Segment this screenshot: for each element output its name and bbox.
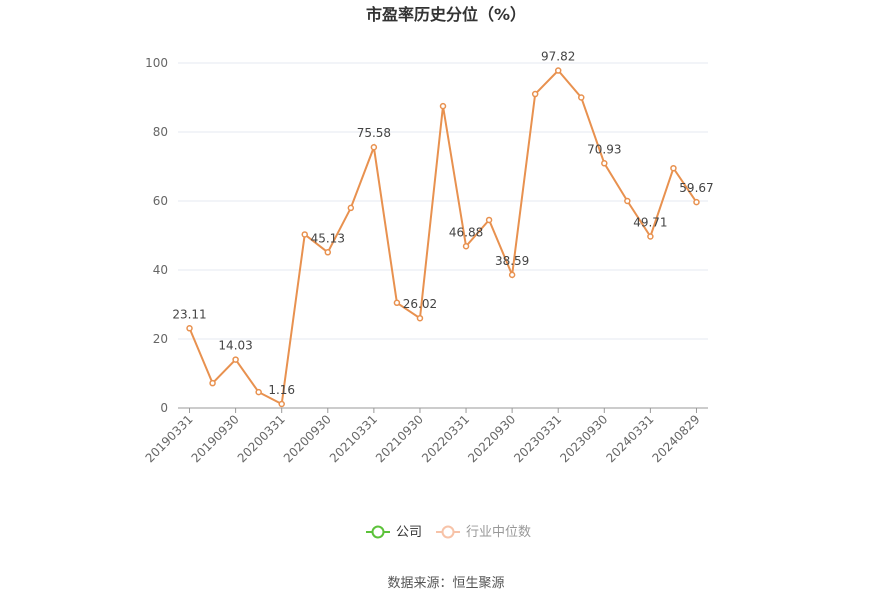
point — [393, 299, 401, 307]
point — [301, 231, 308, 238]
x-tick-label: 20220930 — [465, 412, 518, 465]
legend-label: 公司 — [396, 525, 422, 540]
point — [601, 160, 608, 167]
point — [186, 325, 193, 332]
x-tick-label: 20220331 — [419, 412, 472, 465]
y-tick-label: 0 — [160, 401, 168, 415]
x-tick-label: 20240331 — [603, 412, 656, 465]
point — [508, 271, 516, 279]
legend-icon — [371, 525, 385, 539]
point — [647, 233, 654, 240]
value-label: 1.16 — [268, 383, 295, 397]
source: 数据来源：恒生聚源 — [387, 576, 504, 591]
y-tick-label: 80 — [153, 125, 168, 139]
x-tick-label: 20190331 — [143, 412, 196, 465]
x-tick-label: 20200331 — [235, 412, 288, 465]
x-tick-label: 20230930 — [557, 412, 610, 465]
value-label: 97.82 — [541, 50, 575, 64]
point — [324, 249, 332, 256]
value-label: 38.59 — [495, 254, 529, 268]
value-label: 49.71 — [633, 216, 667, 230]
value-label: 26.02 — [403, 297, 437, 311]
point — [278, 400, 285, 408]
y-tick-label: 60 — [153, 194, 168, 208]
chart-title: 市盈率历史分位（%） — [366, 5, 526, 24]
legend-icon — [441, 525, 455, 539]
value-label: 75.58 — [357, 126, 391, 140]
value-label: 45.13 — [311, 231, 345, 245]
point — [416, 314, 424, 322]
value-label: 23.11 — [172, 307, 206, 321]
point — [670, 164, 677, 172]
point — [578, 94, 585, 101]
x-tick-label: 20240829 — [650, 412, 703, 465]
line — [188, 69, 698, 406]
point — [370, 143, 378, 151]
point — [439, 102, 447, 110]
point — [531, 90, 539, 98]
point — [693, 198, 700, 206]
x-tick-label: 20230331 — [511, 412, 564, 465]
point — [462, 243, 470, 250]
point — [255, 388, 262, 396]
point — [347, 204, 355, 212]
x-tick-label: 20210930 — [373, 412, 426, 465]
x-tick-label: 20190930 — [189, 412, 242, 465]
y-tick-label: 40 — [153, 263, 168, 277]
point — [232, 356, 239, 363]
point — [624, 197, 631, 205]
legend-label: 行业中位数 — [466, 525, 531, 540]
value-label: 70.93 — [587, 142, 621, 156]
value-label: 59.67 — [679, 181, 713, 195]
value-label: 14.03 — [218, 339, 252, 353]
value-label: 46.88 — [449, 225, 483, 239]
y-tick-label: 100 — [145, 56, 168, 70]
x-tick-label: 20210331 — [327, 412, 380, 465]
point — [209, 379, 216, 387]
point — [554, 67, 562, 74]
point — [485, 216, 493, 224]
y-tick-label: 20 — [153, 332, 168, 346]
x-tick-label: 20200930 — [281, 412, 334, 465]
